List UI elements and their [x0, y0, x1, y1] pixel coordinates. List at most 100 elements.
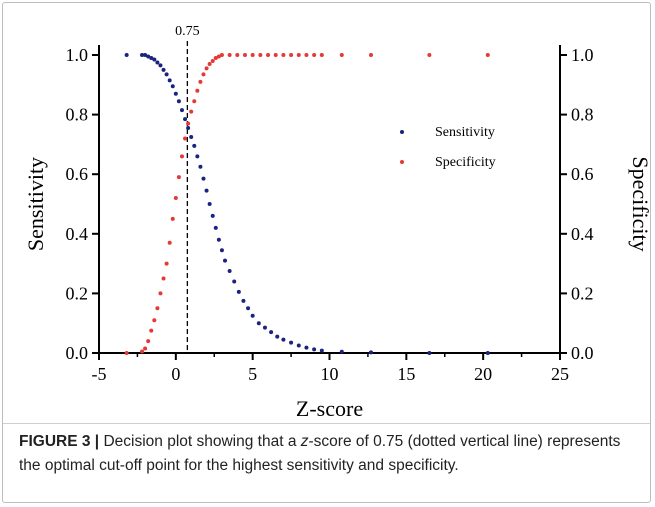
- specificity-point: [485, 53, 490, 57]
- left-y-tick-label: 0.0: [66, 343, 89, 363]
- legend-label-specificity: Specificity: [435, 155, 496, 170]
- x-tick-label: 5: [248, 364, 257, 384]
- right-y-axis-title: Specificity: [628, 156, 652, 251]
- specificity-point: [149, 328, 154, 333]
- sensitivity-point: [179, 108, 184, 113]
- sensitivity-point: [195, 154, 200, 159]
- sensitivity-point: [236, 289, 241, 294]
- specificity-point: [192, 99, 197, 104]
- figure-caption: FIGURE 3 | Decision plot showing that a …: [19, 430, 639, 478]
- right-y-tick-label: 0.8: [571, 105, 594, 125]
- caption-z-letter: z: [300, 433, 309, 450]
- sensitivity-point: [183, 117, 188, 122]
- sensitivity-point: [232, 279, 237, 284]
- specificity-point: [186, 121, 191, 126]
- specificity-point: [189, 109, 194, 114]
- sensitivity-point: [281, 337, 286, 342]
- sensitivity-point: [155, 60, 160, 65]
- legend-marker-sensitivity: [400, 130, 404, 134]
- specificity-point: [368, 53, 373, 57]
- sensitivity-point: [158, 63, 163, 68]
- x-tick-label: 20: [474, 364, 492, 384]
- right-y-tick-label: 1.0: [571, 45, 594, 65]
- sensitivity-point: [319, 348, 324, 353]
- sensitivity-point: [170, 84, 175, 89]
- sensitivity-point: [312, 347, 317, 352]
- right-y-tick-label: 0.0: [571, 343, 594, 363]
- specificity-point: [124, 351, 129, 355]
- specificity-point: [319, 53, 324, 57]
- specificity-point: [164, 261, 169, 266]
- sensitivity-point: [189, 134, 194, 139]
- sensitivity-point: [161, 67, 166, 72]
- specificity-point: [266, 53, 271, 57]
- sensitivity-point: [204, 188, 209, 193]
- specificity-point: [213, 55, 218, 60]
- sensitivity-point: [227, 269, 232, 274]
- specificity-point: [183, 136, 188, 141]
- specificity-point: [216, 54, 221, 59]
- sensitivity-point: [241, 298, 246, 303]
- decision-plot: -5 0 5 10 15 20 250.0 0.00.2 0.20.4 0.40.6 0.60.8 0…: [23, 24, 653, 421]
- sensitivity-point: [485, 351, 490, 355]
- caption-divider: [3, 423, 650, 424]
- sensitivity-point: [339, 349, 344, 354]
- sensitivity-point: [149, 55, 154, 60]
- sensitivity-point: [246, 306, 251, 311]
- specificity-point: [210, 58, 215, 63]
- caption-text-after: -score of 0.75 (dotted vertical line) re…: [19, 433, 621, 474]
- sensitivity-point: [427, 351, 432, 355]
- sensitivity-point: [216, 237, 221, 242]
- specificity-point: [296, 53, 301, 57]
- specificity-point: [281, 53, 286, 57]
- sensitivity-point: [143, 53, 148, 57]
- sensitivity-point: [223, 258, 228, 263]
- specificity-point: [289, 53, 294, 57]
- left-y-axis-title: Sensitivity: [23, 157, 48, 251]
- sensitivity-point: [146, 54, 151, 59]
- sensitivity-point: [210, 213, 215, 218]
- right-y-tick-label: 0.2: [571, 283, 594, 303]
- sensitivity-point: [262, 325, 267, 330]
- specificity-point: [146, 339, 151, 344]
- sensitivity-point: [250, 313, 255, 318]
- sensitivity-point: [167, 78, 172, 83]
- specificity-point: [179, 154, 184, 159]
- sensitivity-point: [164, 72, 169, 77]
- specificity-point: [198, 79, 203, 84]
- specificity-point: [207, 61, 212, 66]
- sensitivity-point: [140, 53, 145, 57]
- specificity-point: [170, 216, 175, 221]
- x-tick-label: -5: [92, 364, 107, 384]
- specificity-point: [273, 53, 278, 57]
- sensitivity-point: [201, 176, 206, 181]
- specificity-point: [161, 276, 166, 281]
- specificity-point: [312, 53, 317, 57]
- specificity-point: [204, 66, 209, 71]
- legend-label-sensitivity: Sensitivity: [435, 125, 495, 140]
- sensitivity-point: [186, 126, 191, 131]
- sensitivity-point: [304, 345, 309, 350]
- specificity-point: [258, 53, 263, 57]
- sensitivity-point: [256, 321, 261, 326]
- x-tick-label: 10: [321, 364, 339, 384]
- specificity-point: [235, 53, 240, 57]
- specificity-point: [152, 318, 157, 323]
- left-y-tick-label: 0.4: [66, 224, 89, 244]
- left-y-tick-label: 1.0: [66, 45, 89, 65]
- specificity-point: [143, 346, 148, 351]
- specificity-point: [242, 53, 247, 57]
- specificity-point: [201, 72, 206, 77]
- specificity-point: [176, 175, 181, 180]
- specificity-point: [250, 53, 255, 57]
- caption-text-before: Decision plot showing that a: [103, 433, 301, 450]
- x-axis-title: Z-score: [296, 396, 363, 421]
- sensitivity-point: [152, 57, 157, 62]
- caption-label: FIGURE 3 |: [19, 433, 100, 450]
- specificity-point: [227, 53, 232, 57]
- specificity-point: [195, 88, 200, 93]
- sensitivity-point: [213, 225, 218, 230]
- legend-marker-specificity: [400, 160, 404, 164]
- left-y-tick-label: 0.6: [66, 164, 89, 184]
